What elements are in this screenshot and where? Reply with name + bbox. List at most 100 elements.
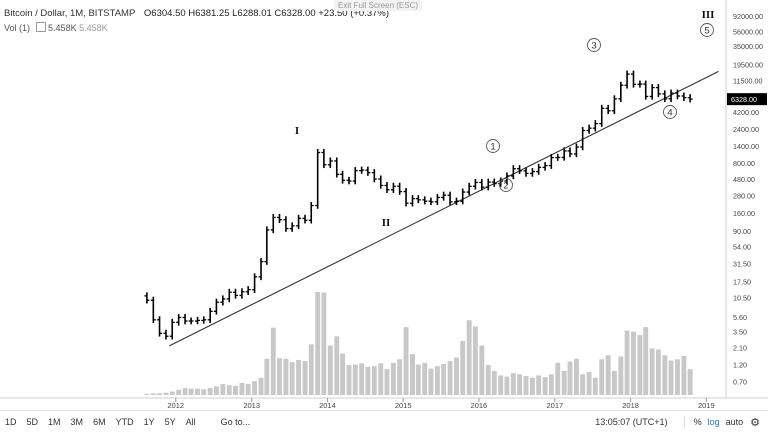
price-bar [252, 273, 258, 293]
price-bar [144, 292, 150, 304]
price-tick-label: 2400.00 [733, 125, 759, 134]
price-tick-label: 3.50 [733, 327, 747, 336]
volume-label: Vol (1) [4, 23, 31, 33]
price-bar [517, 165, 523, 175]
time-tick-label: 2016 [471, 401, 488, 410]
price-chart[interactable]: 92000.00 56000.00 35000.00 19500.00 11500.00… [0, 0, 768, 410]
volume-bar [675, 359, 680, 395]
wave-label-3: 3 [587, 38, 601, 52]
timeframe-all[interactable]: All [185, 417, 196, 427]
price-bar [384, 181, 390, 193]
volume-bar [365, 366, 371, 395]
low-value: L6288.01 [232, 8, 272, 19]
price-bar [195, 316, 201, 325]
price-tick-label: 800.00 [733, 159, 755, 168]
volume-bar [258, 377, 264, 395]
gear-icon[interactable]: ⚙ [750, 416, 760, 429]
volume-bar [624, 330, 630, 395]
timeframe-5y[interactable]: 5Y [164, 417, 176, 427]
volume-bar [441, 363, 447, 395]
volume-bar [491, 370, 497, 395]
price-bar [321, 148, 327, 169]
eye-icon[interactable] [35, 22, 46, 32]
price-bar [662, 90, 668, 103]
volume-bar [283, 358, 289, 395]
price-bar [637, 80, 643, 88]
wave-label-1: 1 [486, 139, 500, 153]
timeframe-6m[interactable]: 6M [93, 417, 106, 427]
volume-bar [611, 370, 617, 395]
price-bar [681, 92, 687, 101]
timeframe-1y[interactable]: 1Y [143, 417, 155, 427]
timeframe-ytd[interactable]: YTD [115, 417, 134, 427]
toolbar-right: 13:05:07 (UTC+1) % log auto ⚙ [595, 416, 768, 429]
clock[interactable]: 13:05:07 (UTC+1) [595, 417, 668, 427]
wave-label-2: 2 [499, 178, 513, 192]
volume-bar [536, 375, 542, 395]
svg-text:4: 4 [667, 108, 672, 119]
price-bar [352, 167, 358, 185]
volume-bar [580, 374, 586, 395]
price-bar [649, 84, 655, 100]
price-bar [561, 147, 567, 161]
volume-bar [403, 327, 409, 395]
price-bar [580, 126, 586, 151]
price-bar [555, 153, 561, 161]
volume-bar [327, 345, 333, 395]
price-bar [308, 202, 314, 224]
log-toggle[interactable]: log [707, 417, 720, 427]
goto-button[interactable]: Go to... [220, 417, 251, 427]
percent-toggle[interactable]: % [693, 417, 702, 427]
volume-bar [479, 345, 485, 395]
volume-bar [150, 393, 156, 395]
price-bar [150, 296, 156, 324]
volume-bar [233, 385, 238, 395]
fullscreen-hint[interactable]: Exit Full Screen (ESC) [334, 0, 423, 11]
price-bar [378, 175, 384, 189]
price-bar [630, 70, 636, 88]
volume-series [144, 292, 693, 395]
auto-toggle[interactable]: auto [725, 417, 744, 427]
price-bar [536, 163, 542, 175]
time-tick-label: 2018 [622, 401, 639, 410]
price-bar [643, 80, 649, 100]
price-tick-label: 160.00 [733, 209, 755, 218]
volume-bar [592, 377, 598, 395]
volume-bar [384, 369, 390, 395]
price-tick-label: 1.20 [733, 361, 747, 370]
timeframe-1m[interactable]: 1M [48, 417, 61, 427]
price-bar [668, 89, 674, 103]
timeframe-1d[interactable]: 1D [5, 417, 17, 427]
price-bar [264, 226, 270, 265]
volume-bar [631, 331, 636, 395]
price-bar [611, 95, 617, 115]
price-tick-label: 31.50 [733, 259, 751, 268]
timeframe-5d[interactable]: 5D [26, 417, 39, 427]
price-bar [567, 147, 573, 158]
volume-bar [687, 369, 693, 395]
price-bar [390, 182, 396, 193]
volume-bar [182, 388, 188, 395]
price-bar [365, 166, 371, 176]
volume-bar [555, 362, 561, 395]
timeframe-3m[interactable]: 3M [70, 417, 84, 427]
price-bar [618, 81, 624, 103]
price-tick-label: 56000.00 [733, 28, 763, 37]
volume-bar [315, 292, 321, 395]
close-value: C6328.00 [274, 8, 316, 19]
price-bar [548, 154, 554, 169]
price-bar [397, 182, 403, 195]
price-bar [315, 148, 321, 209]
volume-value: 5.458K [48, 23, 77, 33]
price-tick-label: 17.50 [733, 278, 751, 287]
volume-bar [195, 388, 200, 395]
price-bar [188, 317, 194, 325]
volume-bar [529, 377, 535, 395]
volume-bar [422, 362, 428, 395]
price-tick-label: 19500.00 [733, 60, 763, 69]
volume-bar [277, 358, 282, 395]
volume-bar [586, 371, 592, 395]
price-bar [213, 298, 219, 315]
price-series [144, 70, 693, 340]
price-tick-label: 4200.00 [733, 108, 759, 117]
